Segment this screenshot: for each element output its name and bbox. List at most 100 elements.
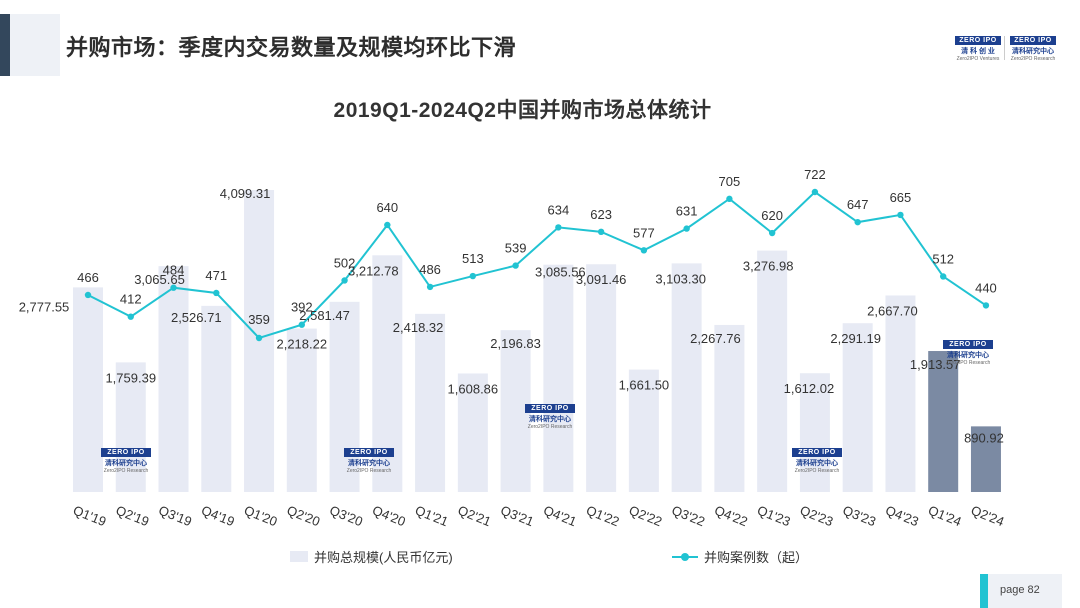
line-point-Q1'19 xyxy=(84,291,92,299)
x-tick-label: Q4'20 xyxy=(370,502,407,529)
zero2ipo-ventures-logo: ZERO IPO 清 科 创 业 Zero2IPO Ventures xyxy=(955,36,1001,62)
line-value-label: 484 xyxy=(163,263,185,278)
legend-bar-swatch xyxy=(290,551,308,562)
x-tick-label: Q2'23 xyxy=(798,502,835,529)
logo-left-en: Zero2IPO Ventures xyxy=(956,56,1000,62)
bar-value-label: 2,526.71 xyxy=(171,310,222,325)
watermark-en: Zero2IPO Research xyxy=(103,468,149,474)
x-tick-label: Q3'19 xyxy=(156,502,193,529)
logo-left-cn: 清 科 创 业 xyxy=(961,48,995,55)
x-tick-label: Q4'23 xyxy=(883,502,920,529)
bar-Q3'22 xyxy=(671,263,702,492)
line-point-Q1'22 xyxy=(597,228,605,236)
line-value-label: 577 xyxy=(633,225,655,240)
legend-item-line: 并购案例数（起） xyxy=(672,547,808,566)
bar-value-label: 1,661.50 xyxy=(619,378,670,393)
line-value-label: 359 xyxy=(248,312,270,327)
legend-line-label: 并购案例数（起） xyxy=(704,550,809,565)
bar-Q2'22 xyxy=(628,369,659,492)
x-tick-label: Q2'20 xyxy=(285,502,322,529)
bar-value-label: 3,212.78 xyxy=(348,263,399,278)
line-point-Q1'23 xyxy=(768,229,776,237)
x-tick-label: Q3'23 xyxy=(841,502,878,529)
bar-value-label: 2,418.32 xyxy=(393,320,444,335)
x-tick-label: Q1'19 xyxy=(71,502,108,529)
bar-value-label: 2,218.22 xyxy=(276,337,327,352)
bar-value-label: 1,608.86 xyxy=(448,381,499,396)
line-point-Q1'21 xyxy=(426,283,434,291)
line-point-Q4'19 xyxy=(213,289,220,297)
x-tick-label: Q1'20 xyxy=(242,502,279,529)
logo-separator xyxy=(1004,36,1005,60)
watermark-logo: ZERO IPO 清科研究中心 Zero2IPO Research xyxy=(525,404,575,430)
line-point-Q3'23 xyxy=(854,218,861,226)
line-point-Q4'21 xyxy=(555,224,562,231)
bar-Q1'21 xyxy=(415,313,446,492)
page-number: page 82 xyxy=(1000,584,1040,596)
x-tick-label: Q4'19 xyxy=(199,502,236,529)
line-point-Q4'20 xyxy=(384,221,391,229)
watermark-top: ZERO IPO xyxy=(792,448,842,457)
line-point-Q2'22 xyxy=(640,247,648,254)
bar-Q3'19 xyxy=(158,266,189,492)
line-point-Q3'21 xyxy=(512,262,519,269)
watermark-cn: 清科研究中心 xyxy=(348,460,390,467)
bar-value-label: 2,667.70 xyxy=(867,303,918,318)
line-point-Q3'22 xyxy=(683,225,690,232)
bar-Q1'23 xyxy=(757,250,788,492)
watermark-top: ZERO IPO xyxy=(943,340,993,349)
bar-Q3'23 xyxy=(842,323,873,492)
bar-Q4'21 xyxy=(543,264,574,492)
x-tick-label: Q2'22 xyxy=(627,502,664,529)
bar-Q1'19 xyxy=(73,287,103,492)
line-value-label: 623 xyxy=(590,207,612,222)
line-series-path xyxy=(87,190,987,340)
page-footer xyxy=(980,574,1062,608)
line-value-label: 665 xyxy=(890,190,912,205)
bar-Q2'21 xyxy=(457,373,488,492)
line-value-label: 412 xyxy=(120,292,142,307)
page-footer-accent xyxy=(980,574,988,608)
bar-Q3'20 xyxy=(329,301,360,492)
line-point-Q2'20 xyxy=(298,321,305,328)
bar-value-label: 4,099.31 xyxy=(220,186,271,201)
legend-item-bar: 并购总规模(人民币亿元) xyxy=(290,547,453,566)
header-accent-bar xyxy=(0,14,10,76)
x-tick-label: Q3'21 xyxy=(499,502,536,529)
watermark-logo: ZERO IPO 清科研究中心 Zero2IPO Research xyxy=(344,448,394,474)
watermark-cn: 清科研究中心 xyxy=(105,460,147,467)
watermark-logo: ZERO IPO 清科研究中心 Zero2IPO Research xyxy=(792,448,842,474)
x-tick-label: Q2'19 xyxy=(114,502,151,529)
line-value-label: 486 xyxy=(419,262,441,277)
bar-value-label: 2,581.47 xyxy=(299,308,350,323)
line-value-label: 502 xyxy=(334,255,356,270)
bar-Q4'22 xyxy=(714,324,745,492)
watermark-top: ZERO IPO xyxy=(525,404,575,413)
watermark-top: ZERO IPO xyxy=(101,448,151,457)
bar-Q1'22 xyxy=(586,264,617,492)
bar-value-label: 2,196.83 xyxy=(490,336,541,351)
x-tick-label: Q1'21 xyxy=(413,502,450,529)
bar-Q1'24 xyxy=(928,351,959,492)
logo-left-top: ZERO IPO xyxy=(955,36,1001,45)
bar-value-label: 3,103.30 xyxy=(655,271,706,286)
bar-value-label: 3,085.56 xyxy=(535,265,586,280)
line-point-Q2'21 xyxy=(469,272,477,280)
line-value-label: 640 xyxy=(376,200,398,215)
bar-Q2'20 xyxy=(286,328,317,492)
line-value-label: 539 xyxy=(505,241,527,256)
watermark-cn: 清科研究中心 xyxy=(796,460,838,467)
line-point-Q1'20 xyxy=(255,334,263,342)
line-point-Q2'24 xyxy=(982,302,990,309)
bar-value-label: 1,759.39 xyxy=(105,370,156,385)
line-point-Q4'23 xyxy=(897,211,904,219)
header-band xyxy=(0,14,60,76)
watermark-en: Zero2IPO Research xyxy=(346,468,392,474)
logo-right-en: Zero2IPO Research xyxy=(1010,56,1056,62)
x-tick-label: Q1'24 xyxy=(926,502,963,529)
watermark-logo: ZERO IPO 清科研究中心 Zero2IPO Research xyxy=(101,448,151,474)
watermark-logo: ZERO IPO 清科研究中心 Zero2IPO Research xyxy=(943,340,993,366)
bar-value-label: 1,913.57 xyxy=(910,357,961,372)
zero2ipo-research-logo: ZERO IPO 清科研究中心 Zero2IPO Research xyxy=(1010,36,1056,62)
bar-value-label: 3,091.46 xyxy=(576,272,627,287)
